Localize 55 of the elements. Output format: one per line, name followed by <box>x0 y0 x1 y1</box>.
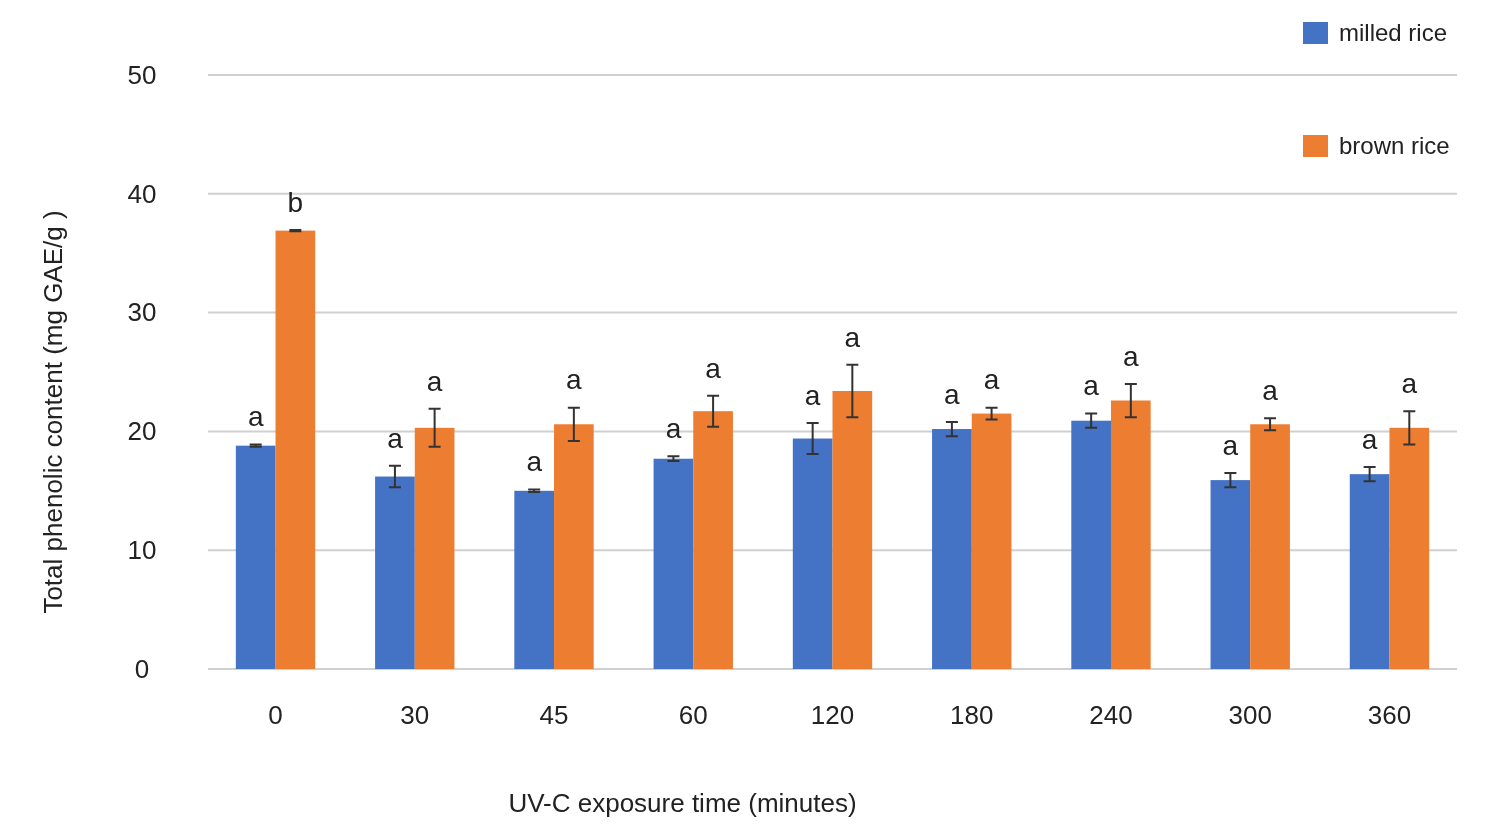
y-tick-label: 0 <box>134 653 150 684</box>
annotation: a <box>1361 423 1378 455</box>
y-tick-label: 20 <box>127 416 157 447</box>
annotation: a <box>1401 368 1418 399</box>
annotation: a <box>983 364 1000 396</box>
annotation: a <box>844 321 861 353</box>
annotation: a <box>1083 370 1100 402</box>
bar <box>554 424 594 669</box>
annotation: a <box>526 446 543 478</box>
bar <box>375 476 415 669</box>
bar <box>1210 480 1251 669</box>
x-tick-label: 45 <box>539 700 569 730</box>
x-tick-label: 180 <box>950 700 994 730</box>
annotation: a <box>1222 429 1239 461</box>
x-tick-label: 60 <box>678 700 708 730</box>
legend-label: milled rice <box>1339 19 1448 47</box>
annotation: a <box>1123 340 1140 372</box>
x-tick-label: 240 <box>1089 700 1133 730</box>
x-axis-title: UV-C exposure time (minutes) <box>508 788 857 818</box>
x-tick-label: 360 <box>1367 700 1412 730</box>
annotation: a <box>566 364 583 396</box>
annotation: b <box>287 186 304 218</box>
y-tick-label: 40 <box>127 178 157 209</box>
legend-label: brown rice <box>1339 132 1450 160</box>
x-tick-label: 30 <box>400 700 430 730</box>
bar <box>971 413 1012 669</box>
bar <box>275 230 316 669</box>
y-tick-label: 30 <box>127 297 157 328</box>
bar <box>1250 424 1290 669</box>
y-axis-title: Total phenolic content (mg GAE/g ) <box>38 210 68 614</box>
x-tick-label: 120 <box>810 700 855 730</box>
annotation: a <box>387 422 404 454</box>
x-tick-label: 0 <box>268 700 283 730</box>
bar <box>1349 474 1390 669</box>
bar <box>693 411 733 669</box>
bar <box>235 445 276 669</box>
bar <box>414 427 455 669</box>
annotation: a <box>1262 375 1279 407</box>
bar <box>1110 400 1151 669</box>
y-tick-label: 10 <box>127 535 157 566</box>
bar <box>653 458 694 669</box>
bar <box>792 438 833 669</box>
bar <box>1071 420 1111 669</box>
x-tick-label: 300 <box>1228 700 1272 730</box>
bar <box>1389 427 1430 669</box>
bar <box>932 429 972 669</box>
bar <box>514 490 555 669</box>
annotation: a <box>705 352 722 384</box>
y-tick-label: 50 <box>127 59 157 90</box>
annotation: a <box>804 379 821 411</box>
annotation: a <box>426 365 443 397</box>
annotation: a <box>665 413 682 445</box>
bar <box>832 391 873 669</box>
annotation: a <box>247 401 264 433</box>
annotation: a <box>944 378 961 410</box>
